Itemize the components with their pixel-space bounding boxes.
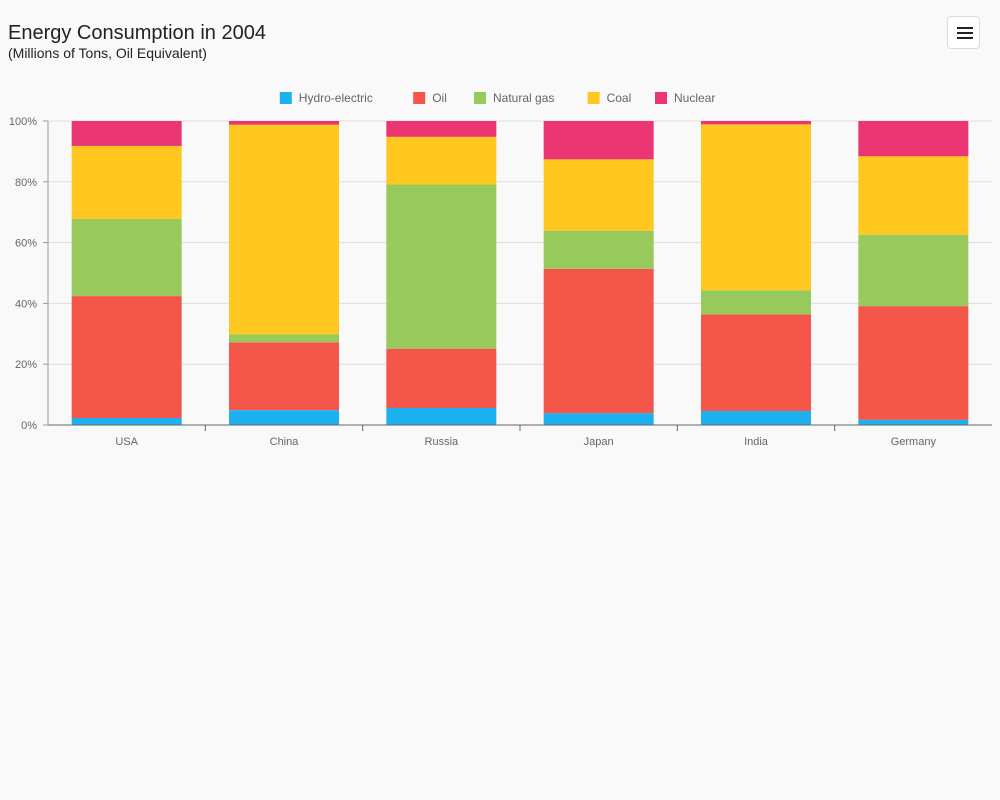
bar-segment-oil-germany [858,306,969,420]
bar-segment-coal-india [701,124,811,291]
y-tick-label: 40% [15,298,37,310]
bar-segment-coal-china [229,124,339,335]
legend-label: Coal [607,91,632,105]
legend-swatch [279,92,292,104]
y-tick-label: 100% [9,116,37,128]
bar-segment-hydro-electric-india [701,411,811,425]
bar-segment-natural-gas-japan [543,230,654,269]
bar-segment-oil-japan [543,268,654,414]
bar-segment-natural-gas-usa [71,218,182,297]
bar-segment-natural-gas-russia [386,184,497,349]
bar-segment-nuclear-usa [71,121,182,146]
bar-segment-hydro-electric-usa [71,418,182,425]
y-tick-label: 20% [15,359,37,371]
y-tick-label: 80% [15,177,37,189]
bar-segment-natural-gas-china [229,334,339,343]
bar-segment-nuclear-china [229,121,339,125]
bar-segment-nuclear-japan [543,121,654,160]
legend-label: Natural gas [493,91,554,105]
bar-segment-coal-russia [386,136,497,185]
bar-segment-oil-russia [386,348,497,408]
x-tick-label: Russia [425,436,460,448]
bar-segment-coal-usa [71,145,182,219]
legend-swatch [587,92,600,104]
bar-segment-hydro-electric-japan [543,413,654,425]
x-tick-label: China [270,436,300,448]
bar-segment-nuclear-russia [386,121,497,137]
bar-segment-coal-japan [543,159,654,231]
y-tick-label: 0% [21,420,37,432]
x-tick-label: Japan [584,436,614,448]
y-tick-label: 60% [15,238,37,250]
chart-menu-button[interactable] [947,16,980,49]
legend-swatch [655,92,667,104]
bar-segment-hydro-electric-china [229,410,339,425]
legend-label: Nuclear [674,91,715,105]
bar-segment-nuclear-india [701,121,811,125]
bar-segment-nuclear-germany [858,121,969,157]
legend-swatch [413,92,426,104]
bar-segment-oil-china [229,342,339,411]
bar-segment-coal-germany [858,156,969,235]
legend-label: Hydro-electric [299,91,373,105]
chart-subtitle: (Millions of Tons, Oil Equivalent) [8,45,207,61]
bar-segment-oil-india [701,314,811,412]
legend-label: Oil [432,91,447,105]
x-tick-label: USA [115,436,138,448]
bar-segment-natural-gas-india [701,290,811,315]
legend-swatch [474,92,486,104]
bar-segment-natural-gas-germany [858,234,969,307]
bar-segment-oil-usa [71,296,182,419]
x-tick-label: India [744,436,769,448]
bar-segment-hydro-electric-russia [386,407,497,425]
x-tick-label: Germany [891,436,937,448]
chart-title: Energy Consumption in 2004 [8,22,266,44]
bar-segment-hydro-electric-germany [858,419,969,425]
